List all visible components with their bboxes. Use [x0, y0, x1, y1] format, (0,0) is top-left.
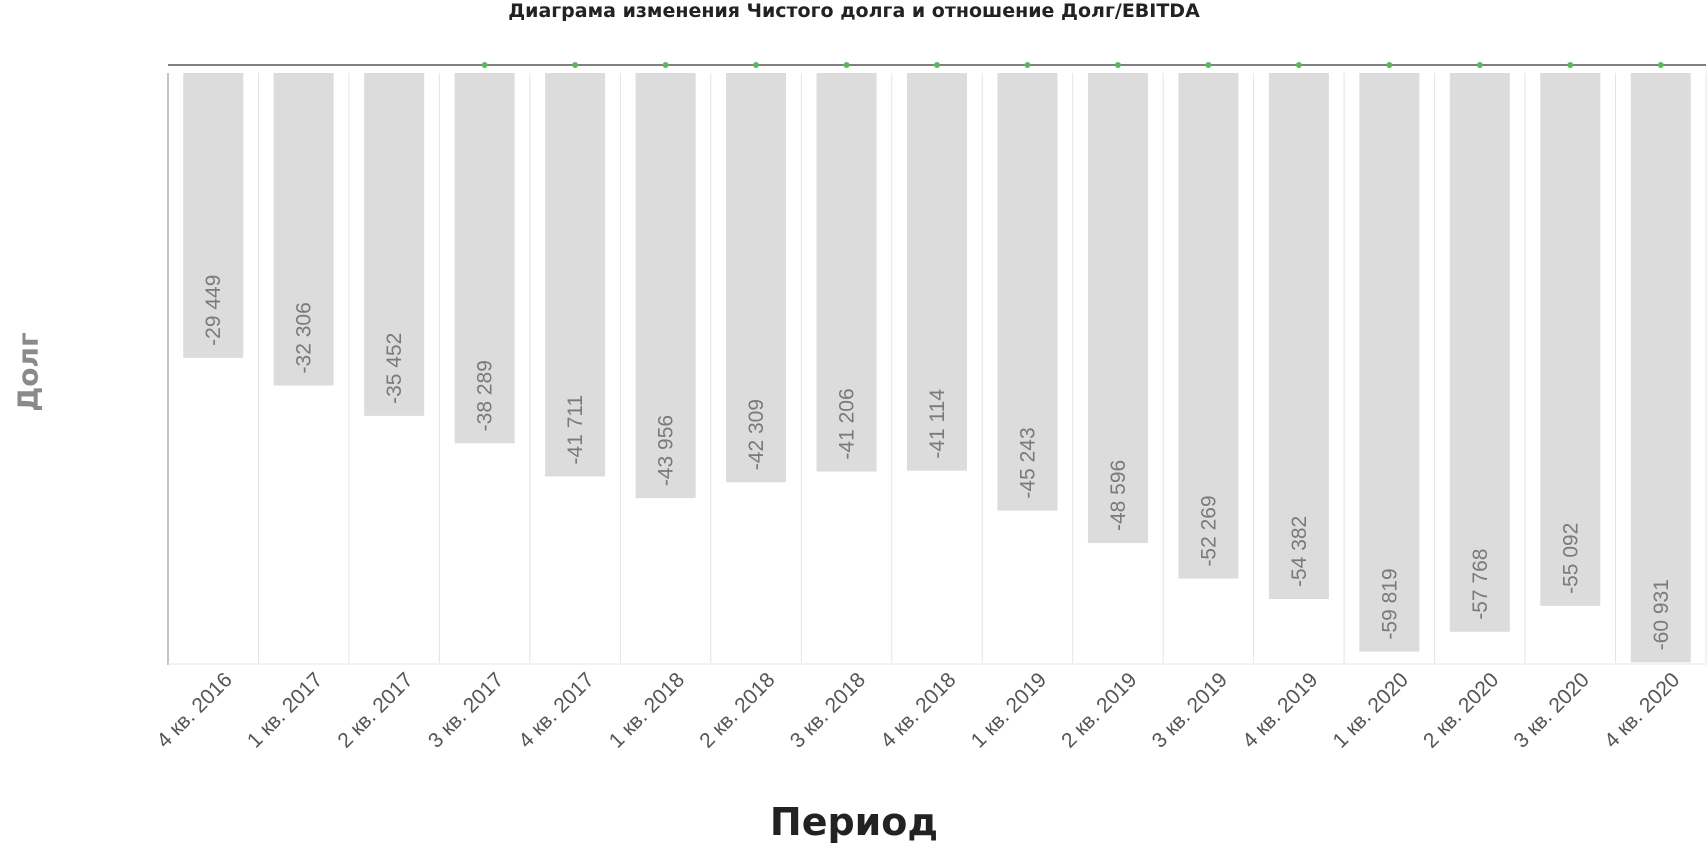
bar[interactable] [454, 73, 515, 444]
ratio-marker[interactable] [1476, 62, 1483, 68]
x-tick-label: 1 кв. 2020 [1329, 668, 1413, 752]
bar-value-label: -55 092 [1559, 523, 1582, 594]
x-tick-label: 2 кв. 2019 [1057, 668, 1141, 752]
ratio-marker[interactable] [934, 62, 940, 68]
ratio-marker[interactable] [1114, 62, 1121, 68]
bar[interactable] [1268, 73, 1329, 599]
bar[interactable] [726, 73, 787, 483]
x-axis-label: Период [769, 800, 939, 844]
bar-value-label: -54 382 [1288, 516, 1311, 587]
x-tick-label: 4 кв. 2019 [1238, 668, 1322, 752]
bar-value-label: -45 243 [1016, 427, 1039, 498]
bar-value-label: -41 711 [564, 395, 587, 465]
ratio-marker[interactable] [1386, 62, 1393, 68]
bar-value-label: -57 768 [1469, 549, 1492, 620]
ratio-marker[interactable] [753, 62, 760, 68]
ratio-marker[interactable] [662, 62, 669, 68]
ratio-marker[interactable] [572, 62, 579, 68]
bar[interactable] [816, 73, 877, 472]
bar-value-label: -32 306 [293, 302, 316, 373]
bar-value-label: -42 309 [745, 399, 768, 470]
bar-value-label: -41 114 [926, 389, 949, 459]
bar[interactable] [1630, 73, 1691, 663]
x-tick-label: 2 кв. 2018 [695, 668, 779, 752]
bar-value-label: -52 269 [1197, 495, 1220, 566]
bar[interactable] [1178, 73, 1239, 579]
chart-title: Диаграма изменения Чистого долга и отнош… [508, 0, 1200, 22]
x-tick-label: 1 кв. 2019 [967, 668, 1051, 752]
x-tick-label: 3 кв. 2017 [424, 668, 508, 752]
bar-value-label: -41 206 [836, 388, 859, 459]
bar-value-label: -35 452 [383, 333, 406, 404]
x-tick-label: 3 кв. 2019 [1148, 668, 1232, 752]
bar[interactable] [1540, 73, 1601, 606]
bar[interactable] [273, 73, 334, 386]
ratio-marker[interactable] [1024, 62, 1031, 68]
bar-value-label: -48 596 [1107, 460, 1130, 531]
bar-value-label: -38 289 [474, 360, 497, 431]
x-tick-label: 1 кв. 2017 [243, 668, 327, 752]
ratio-marker[interactable] [1295, 62, 1302, 68]
x-tick-label: 2 кв. 2020 [1419, 668, 1503, 752]
bar[interactable] [545, 73, 606, 477]
x-tick-labels: 4 кв. 2016 1 кв. 2017 2 кв. 2017 3 кв. 2017… [152, 668, 1684, 752]
ratio-marker[interactable] [1567, 62, 1574, 68]
ratio-marker[interactable] [843, 62, 850, 68]
x-tick-label: 1 кв. 2018 [605, 668, 689, 752]
bar[interactable] [1087, 73, 1148, 544]
bar[interactable] [364, 73, 425, 416]
bar[interactable] [183, 73, 244, 358]
bar[interactable] [997, 73, 1058, 511]
x-tick-label: 3 кв. 2020 [1510, 668, 1594, 752]
ratio-marker[interactable] [1205, 62, 1212, 68]
x-tick-label: 4 кв. 2018 [876, 668, 960, 752]
bar-value-label: -29 449 [202, 275, 225, 346]
x-tick-label: 4 кв. 2020 [1600, 668, 1684, 752]
bar[interactable] [635, 73, 696, 499]
ratio-series [168, 62, 1706, 68]
bar-value-label: -59 819 [1378, 568, 1401, 639]
bars [183, 73, 1691, 663]
ratio-marker[interactable] [1657, 62, 1664, 68]
ratio-marker[interactable] [481, 62, 488, 68]
x-tick-label: 3 кв. 2018 [786, 668, 870, 752]
bar-value-label: -43 956 [655, 415, 678, 486]
grid-lines [167, 73, 1707, 665]
x-tick-label: 4 кв. 2017 [514, 668, 598, 752]
bar-value-label: -60 931 [1650, 579, 1673, 650]
x-tick-label: 2 кв. 2017 [333, 668, 417, 752]
bar[interactable] [1359, 73, 1420, 652]
data-labels: -29 449 -32 306 -35 452 -38 289 -41 711 -43 9… [202, 275, 1673, 651]
x-tick-label: 4 кв. 2016 [152, 668, 236, 752]
bar[interactable] [1449, 73, 1510, 632]
bar[interactable] [907, 73, 967, 471]
